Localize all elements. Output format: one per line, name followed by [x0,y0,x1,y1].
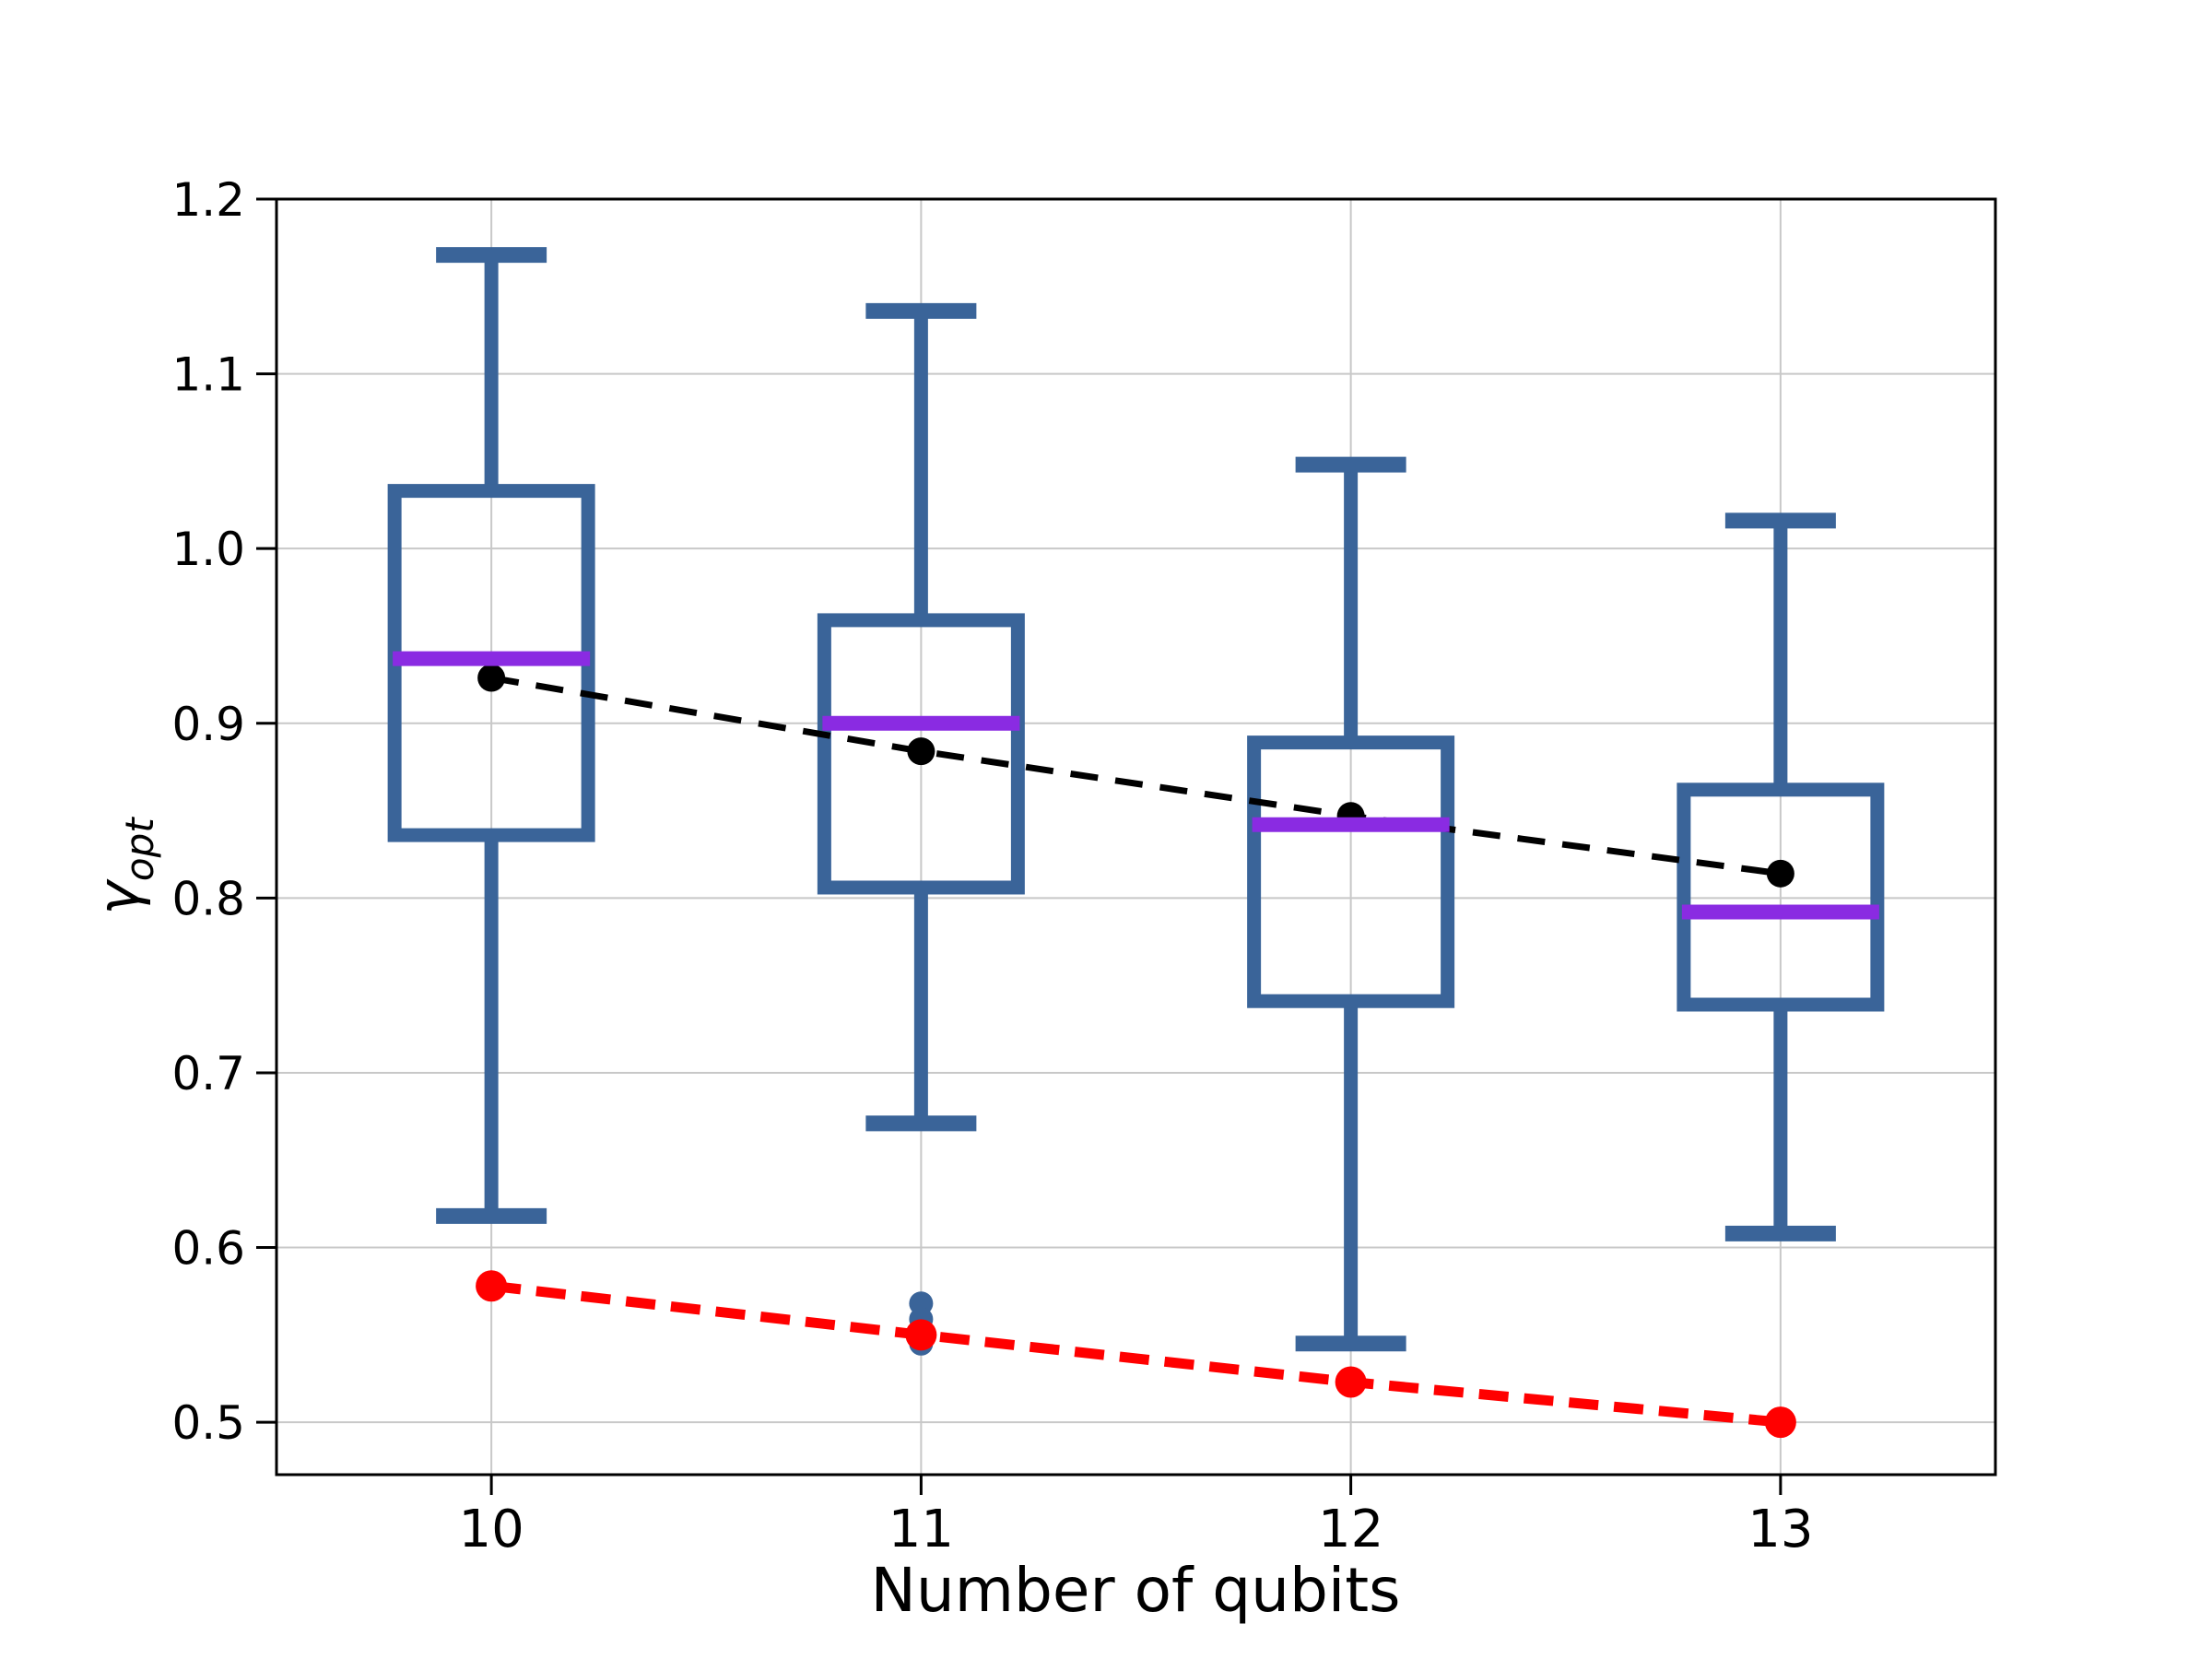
median-line [822,715,1020,731]
y-axis-label-main: γ [85,878,152,915]
median-line [1252,817,1450,832]
mean-point [1766,859,1794,888]
lower-trend-point [1335,1366,1367,1398]
median-line [393,651,591,666]
lower-trend-point [476,1270,508,1302]
y-tick-label: 0.5 [171,1396,245,1450]
mean-point [477,664,506,692]
box [1677,782,1885,1012]
y-tick-label: 1.1 [171,348,245,402]
x-axis-label: Number of qubits [871,1555,1401,1626]
y-axis-label-subscript: opt [117,817,162,881]
y-tick-label: 0.9 [171,698,245,751]
lower-trend-point [905,1319,937,1351]
x-tick-label: 13 [1747,1500,1813,1559]
box [1247,735,1455,1008]
mean-point [907,737,935,766]
box [817,613,1025,895]
y-tick-label: 0.8 [171,872,245,925]
y-tick-label: 1.0 [171,523,245,576]
y-tick-label: 0.6 [171,1222,245,1276]
y-tick-label: 0.7 [171,1047,245,1100]
x-tick-label: 12 [1318,1500,1383,1559]
x-tick-label: 11 [888,1500,954,1559]
mean-trend-line [490,675,1782,877]
lower-trend-line [490,1280,1782,1428]
y-axis-label: γopt [85,817,162,915]
y-tick-label: 1.2 [171,173,245,227]
x-tick-label: 10 [458,1500,524,1559]
axes-spines [275,197,1997,1477]
lower-trend-point [1764,1406,1796,1439]
median-line [1681,904,1879,920]
